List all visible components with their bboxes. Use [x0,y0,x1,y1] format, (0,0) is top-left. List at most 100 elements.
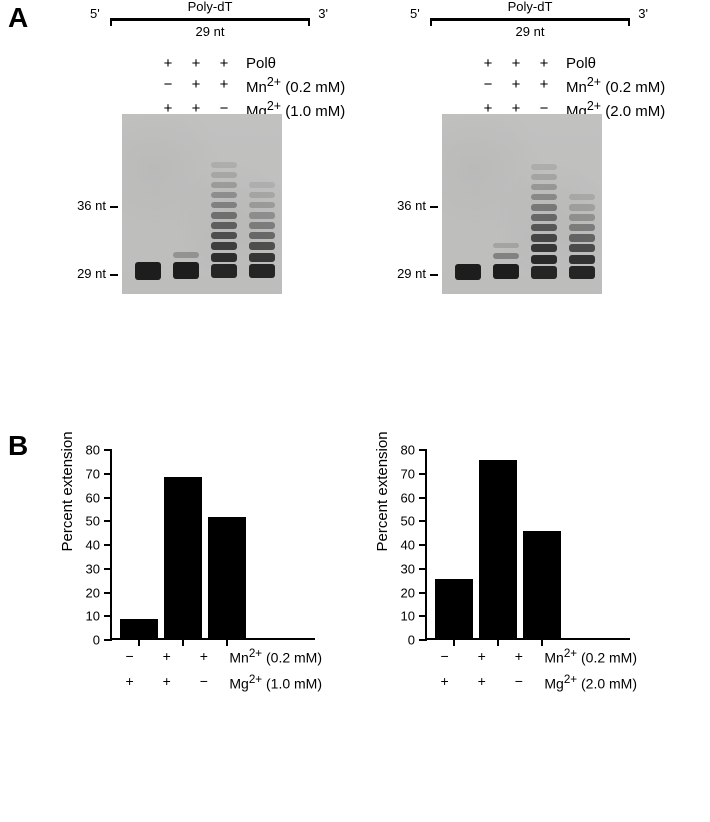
y-tick-label: 30 [86,561,100,576]
gel-band [493,243,519,248]
y-tick-label: 60 [401,490,415,505]
bar [208,517,246,638]
gel-band [211,182,237,188]
cond-row-pol: + + + Polθ [126,55,345,73]
gel-band [493,253,519,259]
gel-band [569,204,595,211]
gel-band [531,164,557,170]
marker-29-left: 29 nt [58,266,118,281]
gel-lane: 2 [490,114,522,294]
gel-band [211,202,237,208]
y-tick-label: 40 [401,538,415,553]
schematic-line [110,18,310,21]
gel-band [211,192,237,198]
gel-lane: 3 [528,114,560,294]
gel-band [249,242,275,250]
y-tick-label: 50 [401,514,415,529]
bar [479,460,517,638]
gel-lane: 3 [208,114,240,294]
gel-band [211,264,237,278]
figure: A 5' 3' Poly-dT 29 nt + + + Polθ [0,0,710,822]
gel-band [211,222,237,229]
gel-band [569,266,595,279]
y-tick-label: 10 [86,609,100,624]
axes-right: 01020304050607080 [425,450,630,640]
gel-band [531,224,557,231]
gel-band [531,266,557,279]
conditions-left: + + + Polθ − + + Mn2+ (0.2 mM) + + − [126,55,345,121]
bar [523,531,561,638]
schematic-length: 29 nt [80,24,340,39]
y-tick-label: 70 [86,466,100,481]
gel-band [173,262,199,279]
gel-band [569,234,595,242]
y-tick-label: 20 [401,585,415,600]
y-tick-label: 50 [86,514,100,529]
gel-band [249,222,275,229]
bar [164,477,202,639]
y-axis-label-left: Percent extension [59,431,76,551]
y-tick-label: 40 [86,538,100,553]
gel-band [531,194,557,200]
gel-band [531,214,557,221]
gel-band [211,242,237,250]
axes-left: 01020304050607080 [110,450,315,640]
marker-29-right: 29 nt [378,266,438,281]
gel-band [249,212,275,219]
gel-band [569,214,595,221]
chart-cond-right: − + + Mn2+ (0.2 mM) + + − Mg2+ (2.0 mM) [425,642,640,695]
gel-band [249,232,275,239]
gel-band [211,162,237,168]
gel-band [211,212,237,219]
gel-band [569,194,595,200]
gel-right: 1234 [442,114,602,294]
schematic-right: 5' 3' Poly-dT 29 nt [400,10,660,50]
panel-a-left: 5' 3' Poly-dT 29 nt + + + Polθ − + [60,10,360,390]
gel-band [531,244,557,252]
marker-36-right: 36 nt [378,198,438,213]
y-tick-label: 10 [401,609,415,624]
gel-band [249,202,275,208]
y-tick-label: 0 [408,633,415,648]
gel-band [569,244,595,252]
gel-left: 1234 [122,114,282,294]
chart-left: Percent extension 01020304050607080 − + … [55,440,325,680]
y-axis-label-right: Percent extension [374,431,391,551]
panel-a-label: A [8,2,28,34]
gel-band [249,192,275,198]
gel-band [531,234,557,242]
y-tick-label: 0 [93,633,100,648]
bar [435,579,473,638]
gel-band [569,255,595,264]
y-tick-label: 60 [86,490,100,505]
bar [120,619,158,638]
gel-band [531,184,557,190]
gel-band [569,224,595,231]
y-tick-label: 30 [401,561,415,576]
gel-band [211,253,237,262]
panel-a-right: 5' 3' Poly-dT 29 nt + + + Polθ − + [380,10,700,390]
gel-band [249,182,275,188]
gel-lane: 1 [452,114,484,294]
panel-b-label: B [8,430,28,462]
gel-band [455,264,481,280]
gel-band [211,232,237,239]
gel-lane: 2 [170,114,202,294]
schematic-name: Poly-dT [80,0,340,14]
chart-right: Percent extension 01020304050607080 − + … [370,440,640,680]
y-tick-label: 20 [86,585,100,600]
gel-band [249,253,275,262]
conditions-right: + + + Polθ − + + Mn2+ (0.2 mM) + + − [446,55,665,121]
cond-row-mn: − + + Mn2+ (0.2 mM) [126,73,345,97]
gel-band [493,264,519,279]
chart-cond-left: − + + Mn2+ (0.2 mM) + + − Mg2+ (1.0 mM) [110,642,325,695]
gel-lane: 4 [246,114,278,294]
y-tick-label: 80 [401,443,415,458]
gel-band [531,255,557,264]
gel-band [135,262,161,280]
gel-band [173,252,199,258]
gel-band [211,172,237,178]
gel-band [249,264,275,278]
marker-36-left: 36 nt [58,198,118,213]
y-tick-label: 80 [86,443,100,458]
